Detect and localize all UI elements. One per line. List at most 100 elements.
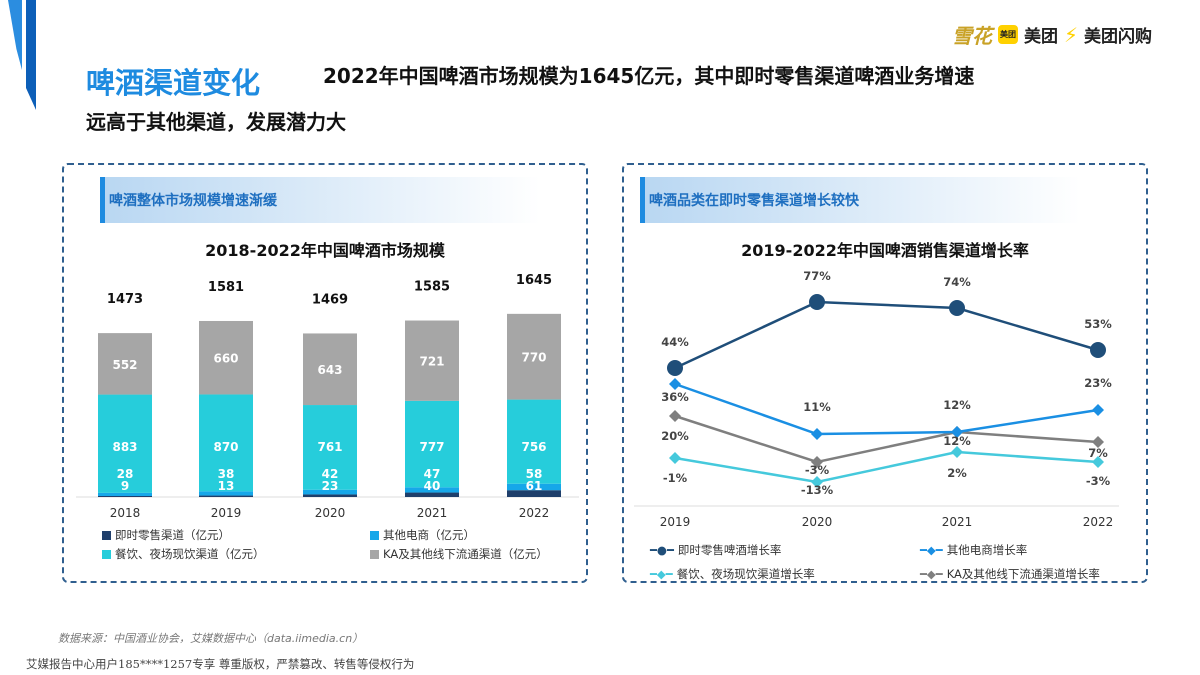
data-point xyxy=(811,456,823,468)
bar-segment xyxy=(303,333,357,406)
data-label: -1% xyxy=(663,471,688,485)
data-point xyxy=(809,294,825,310)
bar-segment xyxy=(405,487,459,493)
x-tick-label: 2019 xyxy=(660,515,691,529)
bar-segment xyxy=(507,483,561,491)
data-label: 2% xyxy=(947,466,967,480)
data-point xyxy=(669,452,681,464)
legend-swatch xyxy=(102,549,111,559)
data-label: 36% xyxy=(661,390,689,404)
legend-marker: ━◆━ xyxy=(920,543,943,557)
data-label: 40 xyxy=(424,479,441,493)
data-label: 44% xyxy=(661,335,689,349)
data-label: 7% xyxy=(1088,446,1108,460)
data-point xyxy=(949,300,965,316)
bar-segment xyxy=(507,399,561,484)
series-line xyxy=(674,450,1099,484)
legend-item: 即时零售渠道（亿元） xyxy=(102,527,230,543)
legend-item: ━●━ 即时零售啤酒增长率 xyxy=(650,542,781,558)
data-label: -13% xyxy=(801,483,834,497)
bar-segment xyxy=(98,492,152,496)
panel-heading: 啤酒整体市场规模增速渐缓 xyxy=(100,177,540,223)
series-line xyxy=(674,382,1099,436)
data-label: 42 xyxy=(322,467,339,481)
x-tick-label: 2018 xyxy=(110,506,141,520)
data-label: 61 xyxy=(526,479,543,493)
data-label: 47 xyxy=(424,467,441,481)
page-subtitle: 2022年中国啤酒市场规模为1645亿元，其中即时零售渠道啤酒业务增速 xyxy=(323,64,975,88)
legend-item: 餐饮、夜场现饮渠道（亿元） xyxy=(102,546,265,562)
data-label: 77% xyxy=(803,269,831,283)
bar-segment xyxy=(405,320,459,401)
total-label: 1473 xyxy=(107,292,143,307)
meituan-shangou-logo: 美团闪购 xyxy=(1084,27,1152,47)
bar-segment xyxy=(303,494,357,497)
data-point xyxy=(669,410,681,422)
chart-title: 2018-2022年中国啤酒市场规模 xyxy=(205,241,445,260)
legend-label: 即时零售渠道（亿元） xyxy=(115,528,230,542)
bar-segment xyxy=(199,394,253,492)
legend-item: ━◆━ 餐饮、夜场现饮渠道增长率 xyxy=(650,566,815,582)
x-tick-label: 2020 xyxy=(802,515,833,529)
bar-segment xyxy=(199,320,253,395)
data-label: 777 xyxy=(419,440,444,454)
bar-segment xyxy=(405,400,459,488)
page-subtitle-line2: 远高于其他渠道，发展潜力大 xyxy=(86,110,346,134)
chart-title: 2019-2022年中国啤酒销售渠道增长率 xyxy=(741,241,1029,260)
decorative-stripe xyxy=(8,0,22,70)
series-line xyxy=(674,300,1099,370)
meituan-logo-icon: 美团 xyxy=(997,25,1018,44)
bar-segment xyxy=(303,489,357,495)
legend-label: 即时零售啤酒增长率 xyxy=(677,543,782,557)
decorative-stripe xyxy=(26,0,36,110)
legend-label: 餐饮、夜场现饮渠道（亿元） xyxy=(115,547,265,561)
bar-segment xyxy=(303,405,357,490)
bar-segment xyxy=(199,491,253,496)
logos: 雪花 美团 美团 ⚡ 美团闪购 xyxy=(952,20,1152,49)
data-source: 数据来源：中国酒业协会，艾媒数据中心（data.iimedia.cn） xyxy=(58,632,364,645)
data-label: 552 xyxy=(112,358,137,372)
snow-logo: 雪花 xyxy=(951,24,992,48)
line-chart: 44% 77% 74% 53% 36% 11% 12% 23% -1% -13% 2% -3% 20% -… xyxy=(634,269,1119,529)
panel-heading: 啤酒品类在即时零售渠道增长较快 xyxy=(640,177,1080,223)
legend-swatch xyxy=(102,530,111,540)
legend-label: KA及其他线下流通渠道（亿元） xyxy=(383,547,548,561)
data-label: 761 xyxy=(317,440,342,454)
data-point xyxy=(1092,456,1104,468)
data-label: 23% xyxy=(1084,376,1112,390)
legend-label: 其他电商增长率 xyxy=(946,543,1028,557)
data-label: 9 xyxy=(121,479,129,493)
data-label: 20% xyxy=(661,429,689,443)
x-tick-label: 2022 xyxy=(1083,515,1114,529)
total-label: 1585 xyxy=(414,280,450,295)
total-label: 1469 xyxy=(312,292,348,307)
data-point xyxy=(951,446,963,458)
total-label: 1581 xyxy=(208,280,244,295)
data-label: 13 xyxy=(218,479,235,493)
data-label: 53% xyxy=(1084,317,1112,331)
total-label: 1645 xyxy=(516,273,552,288)
meituan-logo-text: 美团 xyxy=(1023,27,1058,47)
data-point xyxy=(951,426,963,438)
market-size-panel: 啤酒整体市场规模增速渐缓 2018-2022年中国啤酒市场规模 9 28 883 55… xyxy=(62,163,588,583)
legend-item: KA及其他线下流通渠道（亿元） xyxy=(370,546,548,562)
bar-segment xyxy=(98,495,152,497)
data-point xyxy=(669,378,681,390)
data-point xyxy=(1092,404,1104,416)
legend-marker: ━●━ xyxy=(650,543,674,557)
data-label: 643 xyxy=(317,363,342,377)
x-tick-label: 2021 xyxy=(942,515,973,529)
series-line xyxy=(674,414,1099,464)
bar-segment xyxy=(507,313,561,400)
data-point xyxy=(1090,342,1106,358)
bar-segment xyxy=(199,495,253,497)
bar-segment xyxy=(98,394,152,493)
x-tick-label: 2021 xyxy=(417,506,448,520)
data-label: 770 xyxy=(521,351,546,365)
legend-item: ━◆━ 其他电商增长率 xyxy=(920,542,1027,558)
data-point xyxy=(667,360,683,376)
data-label: 74% xyxy=(943,275,971,289)
x-tick-label: 2022 xyxy=(519,506,550,520)
data-label: 58 xyxy=(526,467,543,481)
